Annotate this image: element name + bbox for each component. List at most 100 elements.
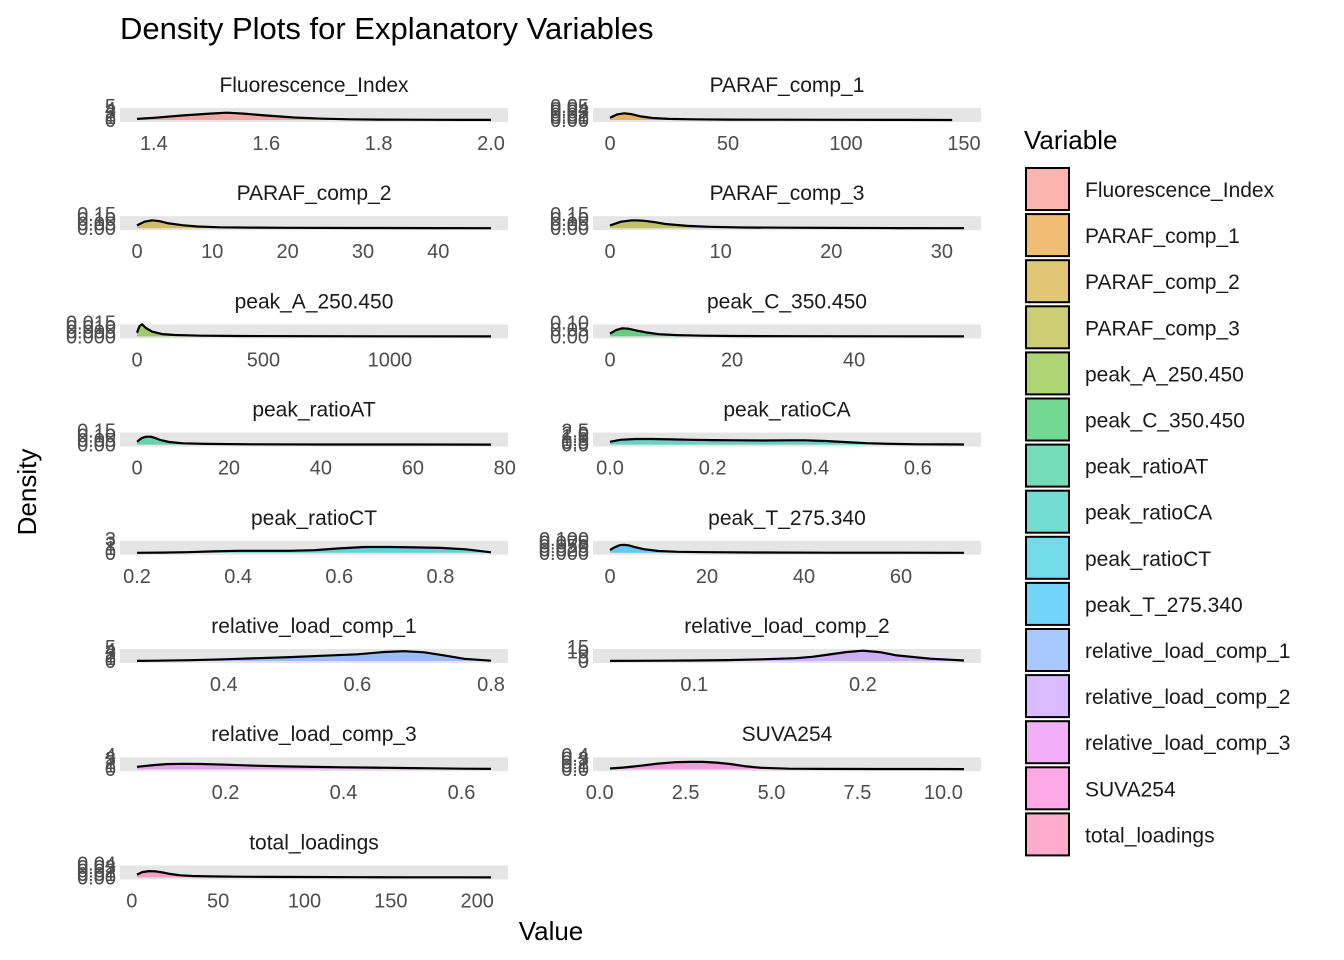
x-tick-label: 10 [710,241,732,263]
legend-swatch [1025,812,1070,857]
density-area-suva254 [610,761,964,770]
y-tick-label: 3 [105,643,116,665]
y-tick-label: 0.010 [66,317,116,339]
x-tick-label: 0 [131,241,142,263]
legend-item-relative-load-comp-2: relative_load_comp_2 [1025,674,1290,719]
panel-title-peak-ratioca: peak_ratioCA [723,399,850,422]
y-tick-label: 0.0 [561,435,589,457]
y-tick-label: 0.025 [539,539,589,561]
x-tick-label: 1000 [368,349,413,371]
y-tick-label: 0.05 [550,96,589,118]
legend-swatch [1025,535,1070,580]
density-area-fluorescence-index [137,112,491,120]
x-tick-label: 10 [201,241,223,263]
x-tick-label: 10.0 [924,782,963,804]
y-tick-label: 1 [105,756,116,778]
legend-label: SUVA254 [1085,778,1176,801]
density-line-peak-t-275-340 [609,543,965,554]
y-tick-label: 0 [105,759,116,781]
legend-title: Variable [1024,125,1117,155]
y-tick-label: 1.5 [561,426,589,448]
legend-swatch [1025,167,1070,211]
x-tick-label: 0.4 [801,458,829,480]
panel-title-suva254: SUVA254 [742,723,833,746]
x-tick-label: 0 [131,458,142,480]
x-tick-label: 30 [931,241,953,263]
panel-peak-c-350-450: peak_C_350.450 0.000.050.10 0 20 40 [550,290,981,371]
legend-swatch [1025,581,1070,626]
y-tick-label: 0.3 [561,749,589,771]
density-line-peak-ratioat [136,435,492,446]
y-tick-label: 0.05 [77,430,116,452]
legend-item-peak-c-350-450: peak_C_350.450 [1025,397,1245,442]
x-tick-label: 100 [829,133,862,155]
y-tick-label: 2.0 [561,423,589,445]
x-tick-label: 20 [721,349,743,371]
x-tick-label: 60 [890,566,912,588]
legend-item-fluorescence-index: Fluorescence_Index [1025,167,1275,211]
x-axis-title: Value [519,916,584,946]
x-tick-label: 150 [947,133,980,155]
density-line-peak-c-350-450 [609,327,965,338]
y-tick-label: 0.10 [550,209,589,231]
legend-item-peak-a-250-450: peak_A_250.450 [1025,351,1244,396]
y-tick-label: 0.01 [77,864,116,886]
x-tick-label: 0.2 [123,566,151,588]
x-tick-label: 0.0 [596,458,624,480]
y-tick-label: 0.10 [550,312,589,334]
y-tick-label: 0.03 [77,857,116,879]
legend-item-relative-load-comp-1: relative_load_comp_1 [1025,628,1290,672]
x-tick-label: 0 [131,349,142,371]
legend-swatch [1025,720,1070,765]
legend-swatch [1025,489,1070,534]
density-area-relative-load-comp-2 [610,650,964,661]
y-tick-label: 2 [105,752,116,774]
legend-label: Fluorescence_Index [1085,179,1275,202]
x-tick-label: 20 [218,458,240,480]
legend-label: peak_T_275.340 [1085,594,1243,617]
y-tick-label: 1 [105,648,116,670]
panel-title-paraf-comp-2: PARAF_comp_2 [237,182,392,205]
legend-item-paraf-comp-3: PARAF_comp_3 [1025,305,1240,350]
x-tick-label: 50 [717,133,739,155]
y-tick-label: 0.4 [561,745,589,767]
x-tick-label: 0 [126,890,137,912]
panel-title-fluorescence-index: Fluorescence_Index [219,74,409,97]
y-tick-label: 1.0 [561,429,589,451]
density-area-peak-c-350-450 [610,328,964,337]
density-line-total-loadings [136,870,492,879]
y-tick-label: 5 [105,637,116,659]
x-tick-label: 0 [604,241,615,263]
legend-label: relative_load_comp_1 [1085,640,1290,663]
y-tick-label: 0 [105,651,116,673]
panel-title-paraf-comp-3: PARAF_comp_3 [710,182,865,205]
density-line-fluorescence-index [136,111,491,121]
legend-item-peak-ratioca: peak_ratioCA [1025,489,1212,534]
legend: Variable Fluorescence_Index PARAF_comp_1 P… [1024,125,1290,857]
legend-label: peak_A_250.450 [1085,363,1244,386]
y-tick-label: 0.02 [550,104,589,126]
legend-swatch [1025,443,1070,488]
density-line-peak-ratioca [609,437,965,446]
y-tick-label: 5 [105,96,116,118]
x-tick-label: 40 [310,458,332,480]
density-area-peak-ratioat [137,436,491,445]
panel-title-paraf-comp-1: PARAF_comp_1 [710,74,865,97]
y-tick-label: 0.5 [561,432,589,454]
x-tick-label: 0.6 [325,566,353,588]
legend-label: PARAF_comp_3 [1085,317,1240,340]
y-tick-label: 2 [105,645,116,667]
y-tick-label: 0.1 [561,756,589,778]
y-tick-label: 0 [105,110,116,132]
y-tick-label: 0.005 [66,322,116,344]
y-tick-label: 0.00 [550,326,589,348]
y-tick-label: 0.15 [550,204,589,226]
y-tick-label: 5 [578,646,589,668]
legend-label: PARAF_comp_2 [1085,271,1240,294]
y-tick-label: 0.0 [561,759,589,781]
x-tick-label: 7.5 [844,782,872,804]
